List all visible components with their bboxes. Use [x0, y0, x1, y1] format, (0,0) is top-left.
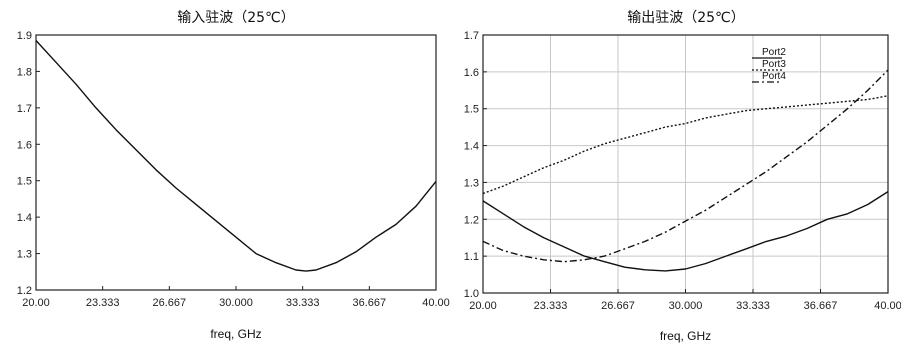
y-tick-label: 1.6 [17, 139, 32, 151]
y-tick-label: 1.2 [464, 214, 479, 226]
y-tick-label: 1.2 [17, 285, 32, 297]
x-tick-label: 30.000 [219, 297, 253, 309]
input-vswr-chart: 输入驻波（25℃） 20.00 23.333 26.667 30.000 33.333 36… [17, 10, 450, 341]
chart-title: 输入驻波（25℃） [177, 10, 295, 26]
y-tick-label: 1.4 [17, 212, 32, 224]
y-tick-label: 1.7 [464, 30, 479, 42]
x-tick-label: 33.333 [286, 297, 320, 309]
y-tick-label: 1.5 [17, 176, 32, 188]
x-tick-label: 20.00 [469, 300, 497, 312]
y-tick-label: 1.1 [464, 251, 479, 263]
x-tick-label: 23.333 [534, 300, 568, 312]
legend-label: Port3 [762, 59, 786, 70]
x-tick-label: 36.667 [353, 297, 387, 309]
y-tick-label: 1.0 [464, 288, 479, 300]
series-line-port2 [482, 191, 889, 272]
y-tick-label: 1.3 [17, 249, 32, 261]
y-tick-label: 1.6 [464, 67, 479, 79]
chart-title: 输出驻波（25℃） [627, 10, 745, 26]
plot-frame [35, 34, 437, 291]
series-line-main [35, 40, 437, 272]
y-tick-label: 1.8 [17, 66, 32, 78]
x-tick-label: 33.333 [736, 300, 770, 312]
x-tick-label: 30.000 [669, 300, 703, 312]
y-tick-label: 1.4 [464, 141, 479, 153]
y-tick-label: 1.5 [464, 104, 479, 116]
x-tick-label: 20.00 [22, 297, 50, 309]
series-line-port3 [482, 95, 889, 195]
legend-label: Port4 [762, 71, 786, 82]
x-tick-label: 26.667 [153, 297, 187, 309]
y-tick-label: 1.9 [17, 30, 32, 42]
series-line-port4 [482, 69, 889, 263]
x-tick-label: 40.00 [422, 297, 450, 309]
y-tick-label: 1.7 [17, 103, 32, 115]
x-tick-label: 26.667 [601, 300, 635, 312]
x-tick-label: 36.667 [804, 300, 838, 312]
output-vswr-chart: 输出驻波（25℃） 20.00 23.333 26.667 30.000 33.333 36… [464, 10, 901, 343]
y-tick-label: 1.3 [464, 177, 479, 189]
legend-label: Port2 [762, 47, 786, 58]
x-axis-label: freq, GHz [660, 329, 711, 343]
x-axis-label: freq, GHz [210, 327, 261, 341]
x-tick-label: 40.00 [874, 300, 901, 312]
x-tick-label: 23.333 [86, 297, 120, 309]
